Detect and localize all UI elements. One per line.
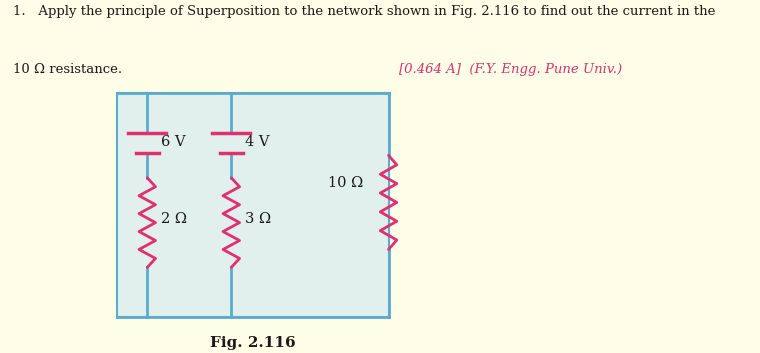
Text: 3 Ω: 3 Ω xyxy=(245,212,271,226)
Text: 2 Ω: 2 Ω xyxy=(161,212,187,226)
Text: 10 Ω resistance.: 10 Ω resistance. xyxy=(13,63,122,76)
Text: [0.464 A]  (F.Y. Engg. Pune Univ.): [0.464 A] (F.Y. Engg. Pune Univ.) xyxy=(399,63,622,76)
Text: 10 Ω: 10 Ω xyxy=(328,176,363,190)
Text: Fig. 2.116: Fig. 2.116 xyxy=(211,336,296,350)
Text: 1.   Apply the principle of Superposition to the network shown in Fig. 2.116 to : 1. Apply the principle of Superposition … xyxy=(13,5,715,18)
Bar xyxy=(118,93,388,317)
Text: 4 V: 4 V xyxy=(245,135,270,149)
Text: 6 V: 6 V xyxy=(161,135,186,149)
